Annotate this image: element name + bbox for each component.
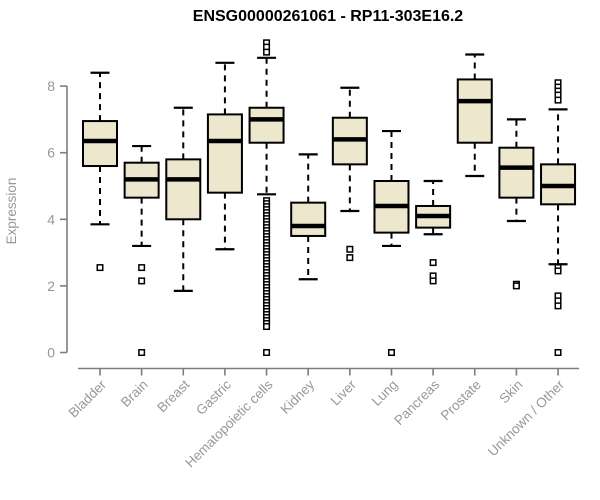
outlier-point xyxy=(138,277,146,285)
outlier-point xyxy=(554,302,562,310)
x-tick-label: Gastric xyxy=(193,377,234,418)
box-rect xyxy=(165,158,202,221)
x-tick-label: Pancreas xyxy=(391,377,442,428)
box-rect xyxy=(248,106,285,144)
box-rect xyxy=(456,78,493,144)
outlier-point xyxy=(554,96,562,104)
outlier-point xyxy=(554,267,562,275)
outlier-point xyxy=(138,349,146,356)
outlier-point xyxy=(346,254,354,262)
outlier-point xyxy=(263,48,271,56)
y-tick-label: 4 xyxy=(47,211,55,227)
x-tick-label: Lung xyxy=(369,377,401,409)
box-rect xyxy=(290,201,327,237)
box-bladder xyxy=(82,71,118,272)
box-rect xyxy=(206,113,243,194)
outlier-point xyxy=(429,277,437,285)
x-tick-label: Skin xyxy=(496,377,525,406)
y-tick-label: 6 xyxy=(47,145,55,161)
outlier-point xyxy=(263,323,271,331)
outlier-point xyxy=(429,259,437,267)
x-tick-label: Breast xyxy=(154,377,192,415)
y-tick-label: 0 xyxy=(47,345,55,361)
outlier-point xyxy=(387,349,395,356)
outlier-point xyxy=(554,349,562,356)
outlier-point xyxy=(512,282,520,290)
box-brain xyxy=(123,144,160,356)
x-tick-label: Prostate xyxy=(438,377,484,423)
x-tick-label: Kidney xyxy=(278,377,318,417)
box-liver xyxy=(331,86,368,262)
box-rect xyxy=(498,146,535,199)
outlier-point xyxy=(346,245,354,253)
box-kidney xyxy=(290,153,327,281)
y-axis-label: Expression xyxy=(4,178,19,245)
box-unknown-other xyxy=(540,79,577,356)
box-lung xyxy=(373,129,410,356)
box-pancreas xyxy=(415,179,452,285)
outlier-point xyxy=(263,349,271,356)
x-tick-label: Brain xyxy=(118,377,151,410)
x-tick-label: Unknown / Other xyxy=(485,377,568,460)
y-tick-label: 8 xyxy=(47,78,55,94)
chart-title: ENSG00000261061 - RP11-303E16.2 xyxy=(192,8,464,25)
x-tick-label: Liver xyxy=(328,377,360,409)
outlier-point xyxy=(96,264,104,272)
box-hematopoietic-cells xyxy=(248,39,285,356)
box-breast xyxy=(165,106,202,292)
box-gastric xyxy=(206,61,243,251)
box-rect xyxy=(82,120,118,168)
box-prostate xyxy=(456,53,493,178)
outlier-point xyxy=(138,264,146,272)
y-tick-label: 2 xyxy=(47,278,55,294)
x-tick-label: Bladder xyxy=(66,377,110,421)
box-skin xyxy=(498,118,535,290)
